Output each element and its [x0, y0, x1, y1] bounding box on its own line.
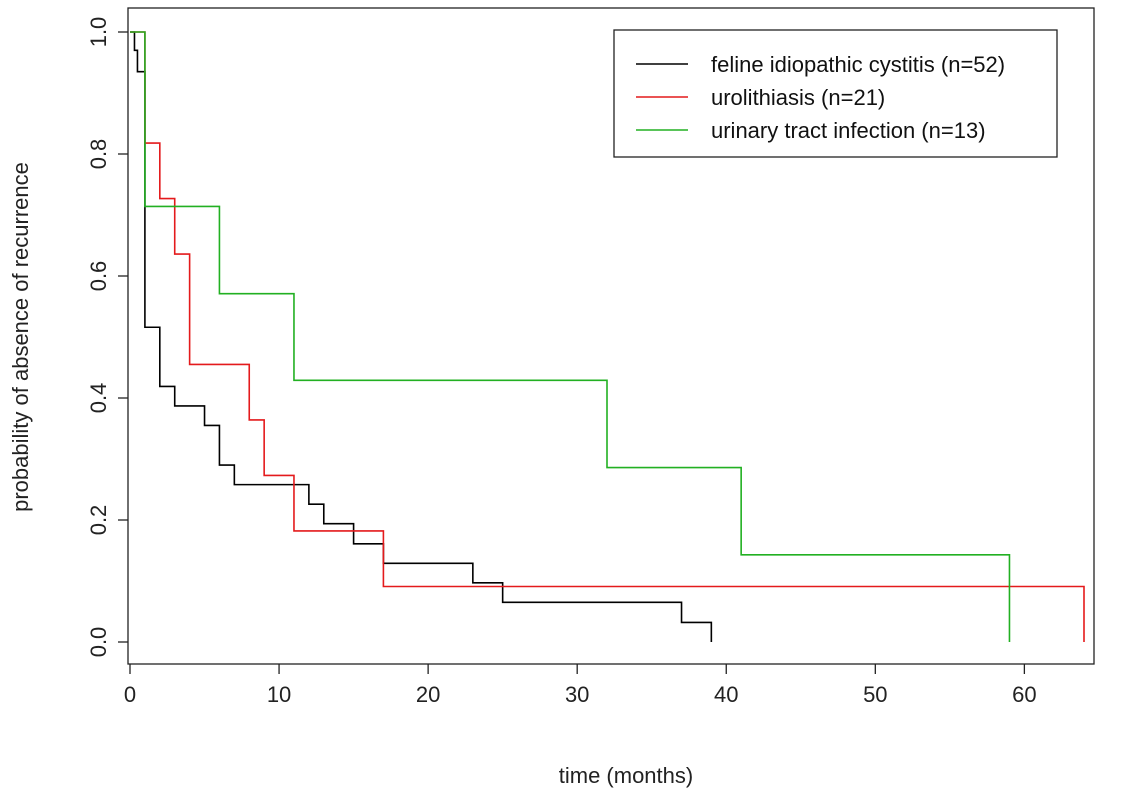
x-tick-label-10: 10 [267, 682, 291, 707]
legend-label-0: feline idiopathic cystitis (n=52) [711, 52, 1005, 77]
y-tick-label-0.4: 0.4 [86, 383, 111, 414]
x-tick-label-30: 30 [565, 682, 589, 707]
x-tick-label-0: 0 [124, 682, 136, 707]
plot-frame [127, 7, 1095, 665]
x-tick-label-40: 40 [714, 682, 738, 707]
x-tick-label-20: 20 [416, 682, 440, 707]
y-tick-label-1.0: 1.0 [86, 17, 111, 48]
x-axis-title: time (months) [559, 763, 693, 788]
x-tick-label-60: 60 [1012, 682, 1036, 707]
legend-label-1: urolithiasis (n=21) [711, 85, 885, 110]
series-line-2 [130, 31, 1011, 642]
series-line-1 [130, 31, 1085, 642]
legend-box [613, 29, 1058, 158]
legend-label-2: urinary tract infection (n=13) [711, 118, 986, 143]
y-tick-label-0.0: 0.0 [86, 627, 111, 658]
y-tick-label-0.8: 0.8 [86, 139, 111, 170]
x-tick-label-50: 50 [863, 682, 887, 707]
series-layer [130, 31, 1085, 642]
y-tick-label-0.6: 0.6 [86, 261, 111, 292]
y-axis: 0.0 0.2 0.4 0.6 0.8 1.0 [86, 17, 128, 658]
y-axis-title: probability of absence of recurrence [8, 162, 33, 512]
legend: feline idiopathic cystitis (n=52) urolith… [613, 29, 1058, 158]
y-tick-label-0.2: 0.2 [86, 505, 111, 536]
x-axis: 0 10 20 30 40 50 60 [124, 664, 1037, 707]
